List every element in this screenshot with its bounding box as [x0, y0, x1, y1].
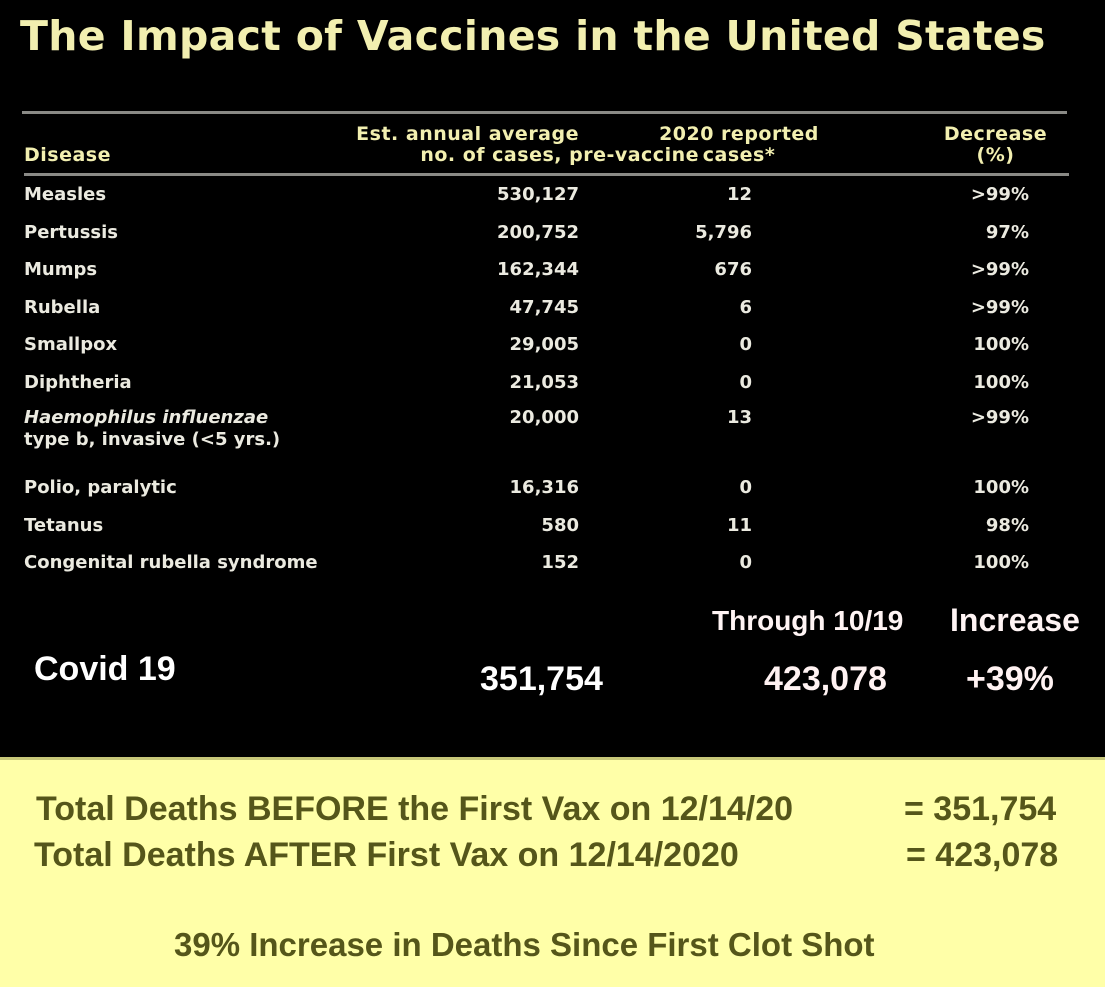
header-reported-line1: 2020 reported	[659, 123, 819, 145]
decrease-cell: 98%	[985, 514, 1029, 536]
table-row: Rubella 47,745 6 >99%	[24, 289, 1069, 327]
deaths-before-label: Total Deaths BEFORE the First Vax on 12/…	[36, 790, 794, 828]
header-decrease: Decrease (%)	[834, 120, 1069, 176]
disease-cell: Polio, paralytic	[24, 477, 177, 499]
disease-cell: Measles	[24, 184, 107, 206]
disease-cell: Haemophilus influenzae type b, invasive …	[24, 401, 369, 469]
table-row: Tetanus 580 11 98%	[24, 507, 1069, 545]
decrease-cell: 100%	[973, 477, 1029, 499]
decrease-cell: 100%	[973, 334, 1029, 356]
disease-cell: Pertussis	[24, 221, 119, 243]
reported-cell: 0	[739, 371, 752, 393]
through-date-label: Through 10/19	[712, 605, 904, 636]
header-decrease-line2: (%)	[976, 144, 1015, 166]
disease-name-line1: Haemophilus influenzae	[24, 407, 269, 428]
reported-cell: 676	[714, 259, 752, 281]
summary-conclusion: 39% Increase in Deaths Since First Clot …	[174, 926, 875, 963]
header-pre-vaccine-line2: no. of cases, pre-vaccine	[420, 144, 699, 166]
reported-cell: 13	[726, 407, 752, 428]
pre-vaccine-cell: 16,316	[509, 477, 579, 499]
table-row: Smallpox 29,005 0 100%	[24, 326, 1069, 364]
disease-cell: Mumps	[24, 259, 98, 281]
decrease-cell: 100%	[973, 371, 1029, 393]
decrease-cell: >99%	[970, 407, 1029, 428]
decrease-cell: 97%	[985, 221, 1029, 243]
disease-cell: Rubella	[24, 296, 101, 318]
header-decrease-line1: Decrease	[943, 123, 1048, 145]
header-disease: Disease	[24, 120, 369, 176]
deaths-after-label: Total Deaths AFTER First Vax on 12/14/20…	[34, 836, 739, 874]
deaths-before-value: = 351,754	[904, 790, 1057, 828]
disease-cell: Congenital rubella syndrome	[24, 552, 318, 574]
covid-reported-value: 423,078	[764, 660, 887, 698]
title-divider	[22, 111, 1067, 114]
pre-vaccine-cell: 580	[541, 514, 579, 536]
pre-vaccine-cell: 152	[541, 552, 579, 574]
pre-vaccine-cell: 162,344	[497, 259, 579, 281]
pre-vaccine-cell: 530,127	[497, 184, 579, 206]
covid-increase-value: +39%	[966, 660, 1054, 698]
increase-heading: Increase	[950, 602, 1080, 638]
vaccine-impact-table-container: Disease Est. annual average no. of cases…	[24, 120, 1069, 582]
pre-vaccine-cell: 47,745	[509, 296, 579, 318]
table-row: Polio, paralytic 16,316 0 100%	[24, 469, 1069, 507]
header-pre-vaccine-line1: Est. annual average	[356, 123, 579, 145]
disease-cell: Diphtheria	[24, 371, 132, 393]
deaths-after-value: = 423,078	[906, 836, 1059, 874]
covid-pre-vaccine-value: 351,754	[480, 660, 603, 698]
header-disease-label: Disease	[24, 144, 111, 166]
vaccine-impact-table: Disease Est. annual average no. of cases…	[24, 120, 1069, 582]
pre-vaccine-cell: 29,005	[509, 334, 579, 356]
reported-cell: 11	[726, 514, 752, 536]
reported-cell: 0	[739, 477, 752, 499]
header-reported: 2020 reported cases*	[579, 120, 834, 176]
slide-title: The Impact of Vaccines in the United Sta…	[20, 12, 1046, 60]
decrease-cell: >99%	[970, 184, 1029, 206]
header-reported-line2: cases*	[702, 144, 776, 166]
decrease-cell: 100%	[973, 552, 1029, 574]
reported-cell: 0	[739, 334, 752, 356]
summary-panel: Total Deaths BEFORE the First Vax on 12/…	[0, 757, 1105, 987]
table-row: Congenital rubella syndrome 152 0 100%	[24, 544, 1069, 582]
table-row: Diphtheria 21,053 0 100%	[24, 364, 1069, 402]
table-row: Measles 530,127 12 >99%	[24, 175, 1069, 214]
pre-vaccine-cell: 21,053	[509, 371, 579, 393]
table-header-row: Disease Est. annual average no. of cases…	[24, 120, 1069, 176]
reported-cell: 0	[739, 552, 752, 574]
pre-vaccine-cell: 200,752	[497, 221, 579, 243]
decrease-cell: >99%	[970, 296, 1029, 318]
disease-cell: Tetanus	[24, 514, 104, 536]
reported-cell: 6	[739, 296, 752, 318]
decrease-cell: >99%	[970, 259, 1029, 281]
reported-cell: 5,796	[695, 221, 752, 243]
covid-label: Covid 19	[34, 650, 176, 688]
pre-vaccine-cell: 20,000	[509, 407, 579, 428]
table-row: Haemophilus influenzae type b, invasive …	[24, 401, 1069, 469]
disease-name-line2: type b, invasive (<5 yrs.)	[24, 429, 281, 450]
disease-cell: Smallpox	[24, 334, 118, 356]
table-row: Mumps 162,344 676 >99%	[24, 251, 1069, 289]
header-pre-vaccine: Est. annual average no. of cases, pre-va…	[356, 120, 699, 176]
reported-cell: 12	[726, 184, 752, 206]
table-row: Pertussis 200,752 5,796 97%	[24, 214, 1069, 252]
